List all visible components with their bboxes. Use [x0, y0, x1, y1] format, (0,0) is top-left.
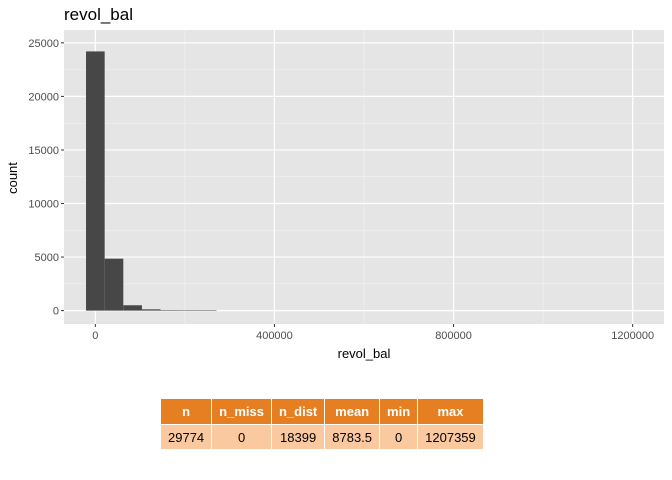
histogram-chart: revol_bal 0 5000 10000 15000 20000 25000 0 400… [5, 5, 664, 361]
x-tick-label: 0 [92, 330, 98, 342]
value-n-miss: 0 [211, 424, 272, 450]
histogram-bar [197, 310, 217, 311]
y-tick-label: 10000 [28, 199, 59, 211]
y-tick-label: 0 [53, 306, 59, 318]
header-max: max [417, 398, 484, 425]
chart-title: revol_bal [64, 5, 133, 24]
y-tick-label: 5000 [35, 252, 59, 264]
y-tick-label: 20000 [28, 91, 59, 103]
y-axis-label: count [5, 162, 20, 194]
header-n-miss: n_miss [211, 398, 272, 425]
value-max: 1207359 [417, 424, 484, 450]
stats-value-row: 29774 0 18399 8783.5 0 1207359 [159, 424, 484, 450]
header-n: n [159, 398, 213, 425]
value-n: 29774 [159, 424, 213, 450]
x-tick-label: 400000 [256, 330, 293, 342]
histogram-bar [141, 309, 161, 311]
histogram-bar [104, 258, 124, 311]
y-tick-label: 25000 [28, 38, 59, 50]
header-mean: mean [324, 398, 381, 425]
x-axis-label: revol_bal [338, 346, 391, 361]
header-min: min [379, 398, 419, 425]
value-mean: 8783.5 [324, 424, 381, 450]
x-tick-label: 800000 [435, 330, 472, 342]
histogram-bar [179, 310, 198, 311]
histogram-bar [160, 310, 180, 311]
y-tick-label: 15000 [28, 145, 59, 157]
header-n-dist: n_dist [270, 398, 326, 425]
value-n-dist: 18399 [270, 424, 326, 450]
value-min: 0 [379, 424, 419, 450]
histogram-bar [86, 51, 105, 311]
stats-header-row: n n_miss n_dist mean min max [159, 398, 484, 425]
histogram-bar [123, 305, 142, 311]
x-tick-label: 1200000 [611, 330, 654, 342]
summary-stats-table: n n_miss n_dist mean min max 29774 0 183… [159, 398, 484, 450]
